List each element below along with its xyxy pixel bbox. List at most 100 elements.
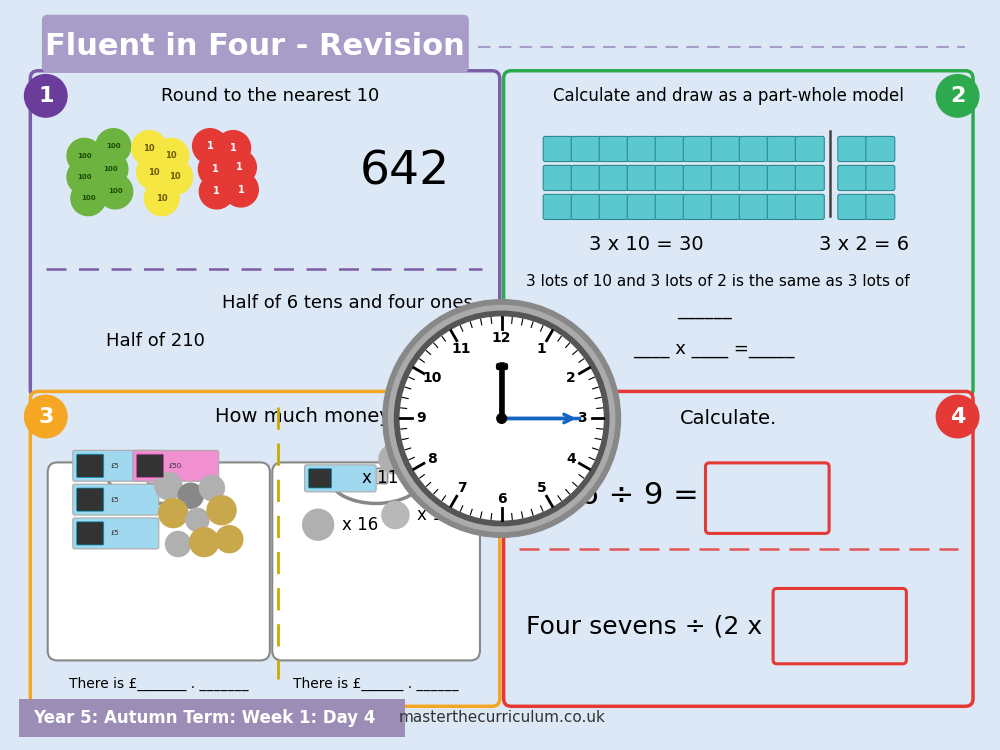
FancyBboxPatch shape xyxy=(767,136,796,161)
Text: £5: £5 xyxy=(111,496,120,502)
FancyBboxPatch shape xyxy=(795,166,824,190)
Text: masterthecurriculum.co.uk: masterthecurriculum.co.uk xyxy=(398,710,605,725)
FancyBboxPatch shape xyxy=(627,194,656,220)
Text: 1: 1 xyxy=(537,342,547,356)
Circle shape xyxy=(154,138,189,173)
FancyBboxPatch shape xyxy=(739,166,768,190)
FancyBboxPatch shape xyxy=(571,166,600,190)
Circle shape xyxy=(223,172,258,207)
FancyBboxPatch shape xyxy=(543,136,572,161)
Circle shape xyxy=(67,160,102,194)
Text: 100: 100 xyxy=(81,195,96,201)
FancyBboxPatch shape xyxy=(627,166,656,190)
FancyBboxPatch shape xyxy=(543,194,572,220)
FancyBboxPatch shape xyxy=(42,15,469,73)
Text: 11: 11 xyxy=(452,342,471,356)
Text: 36 ÷ 9 =: 36 ÷ 9 = xyxy=(560,482,698,510)
FancyBboxPatch shape xyxy=(30,70,500,398)
Circle shape xyxy=(144,181,179,216)
FancyBboxPatch shape xyxy=(711,166,740,190)
FancyBboxPatch shape xyxy=(683,194,712,220)
FancyBboxPatch shape xyxy=(599,194,628,220)
Circle shape xyxy=(71,181,106,216)
Text: 2: 2 xyxy=(950,86,965,106)
Circle shape xyxy=(190,527,219,556)
Circle shape xyxy=(379,445,408,473)
Circle shape xyxy=(394,311,609,526)
Text: 100: 100 xyxy=(106,143,121,149)
Text: 1: 1 xyxy=(212,164,219,174)
Text: 2: 2 xyxy=(566,371,576,386)
Text: 100: 100 xyxy=(108,188,123,194)
Text: x 16: x 16 xyxy=(342,516,379,534)
Text: 100: 100 xyxy=(77,174,92,180)
Circle shape xyxy=(216,526,243,553)
Circle shape xyxy=(497,414,507,423)
Text: 1: 1 xyxy=(230,143,237,153)
Circle shape xyxy=(222,150,256,184)
Circle shape xyxy=(400,317,603,520)
FancyBboxPatch shape xyxy=(504,70,973,398)
FancyBboxPatch shape xyxy=(795,194,824,220)
Circle shape xyxy=(67,138,102,173)
Text: 8: 8 xyxy=(427,452,437,466)
Text: 3 x 2 = 6: 3 x 2 = 6 xyxy=(819,235,909,254)
Circle shape xyxy=(936,74,979,117)
Text: 10: 10 xyxy=(169,172,181,182)
Text: 5: 5 xyxy=(537,481,547,495)
FancyBboxPatch shape xyxy=(73,518,159,549)
FancyBboxPatch shape xyxy=(30,392,500,706)
Text: Calculate and draw as a part-whole model: Calculate and draw as a part-whole model xyxy=(553,87,904,105)
Text: There is £______ . ______: There is £______ . ______ xyxy=(293,677,459,692)
FancyBboxPatch shape xyxy=(838,166,867,190)
FancyBboxPatch shape xyxy=(73,450,159,482)
Text: 1: 1 xyxy=(238,184,244,194)
Circle shape xyxy=(216,130,251,166)
FancyBboxPatch shape xyxy=(767,194,796,220)
Text: £50: £50 xyxy=(169,463,182,469)
Circle shape xyxy=(178,483,203,508)
FancyBboxPatch shape xyxy=(838,136,867,161)
Text: 10: 10 xyxy=(148,168,160,177)
Text: 642: 642 xyxy=(360,150,450,195)
Text: Half of 210: Half of 210 xyxy=(106,332,205,350)
FancyBboxPatch shape xyxy=(19,698,405,737)
Text: £5: £5 xyxy=(111,530,120,536)
FancyBboxPatch shape xyxy=(305,465,376,492)
Text: There is £_______ . _______: There is £_______ . _______ xyxy=(69,677,249,692)
Text: 3 lots of 10 and 3 lots of 2 is the same as 3 lots of: 3 lots of 10 and 3 lots of 2 is the same… xyxy=(526,274,909,289)
FancyBboxPatch shape xyxy=(739,194,768,220)
Text: 10: 10 xyxy=(423,371,442,386)
FancyBboxPatch shape xyxy=(683,166,712,190)
FancyBboxPatch shape xyxy=(627,136,656,161)
Circle shape xyxy=(166,532,191,556)
Text: Fluent in Four - Revision: Fluent in Four - Revision xyxy=(45,32,465,61)
Text: 10: 10 xyxy=(143,143,155,152)
Circle shape xyxy=(25,395,67,438)
Text: 3: 3 xyxy=(577,412,587,425)
Text: Calculate.: Calculate. xyxy=(680,409,777,428)
Circle shape xyxy=(159,499,188,527)
Text: 1: 1 xyxy=(38,86,54,106)
FancyBboxPatch shape xyxy=(599,136,628,161)
Text: 10: 10 xyxy=(156,194,167,202)
FancyBboxPatch shape xyxy=(866,194,895,220)
FancyBboxPatch shape xyxy=(739,136,768,161)
FancyBboxPatch shape xyxy=(73,484,159,515)
Text: 4: 4 xyxy=(566,452,576,466)
Circle shape xyxy=(25,74,67,117)
FancyBboxPatch shape xyxy=(77,454,104,478)
Circle shape xyxy=(96,129,131,164)
FancyBboxPatch shape xyxy=(655,166,684,190)
Circle shape xyxy=(193,129,227,164)
FancyBboxPatch shape xyxy=(655,194,684,220)
Text: 1: 1 xyxy=(213,187,220,196)
FancyBboxPatch shape xyxy=(655,136,684,161)
Text: 1: 1 xyxy=(207,141,213,151)
FancyBboxPatch shape xyxy=(838,194,867,220)
Circle shape xyxy=(186,509,209,532)
Circle shape xyxy=(198,152,233,187)
FancyBboxPatch shape xyxy=(773,589,906,664)
FancyBboxPatch shape xyxy=(571,136,600,161)
FancyBboxPatch shape xyxy=(795,136,824,161)
